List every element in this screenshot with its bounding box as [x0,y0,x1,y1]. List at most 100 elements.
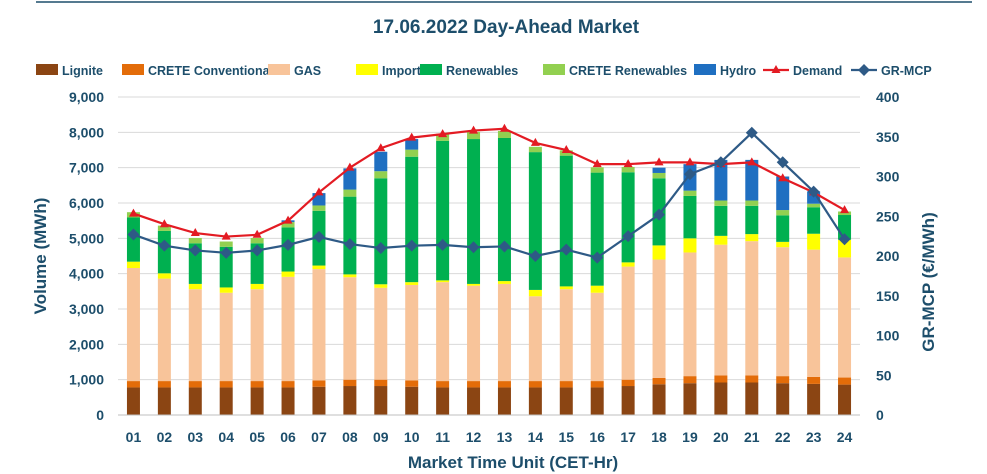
x-tick-label: 12 [466,429,482,445]
bar-crete-conventional [374,379,388,387]
demand-point [407,132,417,141]
bar-crete-conventional [312,380,326,387]
bar-renewables [745,205,759,235]
demand-point [252,229,262,238]
bar-lignite [745,382,759,415]
bar-crete-renewables [745,200,759,206]
bar-gas [467,285,481,382]
legend-label-renewables: Renewables [446,64,518,78]
bar-lignite [621,386,635,415]
bar-renewables [590,172,604,286]
bar-crete-conventional [683,376,697,384]
bar-crete-renewables [405,149,419,157]
bar-crete-conventional [188,381,202,388]
bar-imports [590,285,604,293]
gr-mcp-point [251,244,264,257]
bar-lignite [652,384,666,415]
bar-crete-renewables [621,166,635,173]
y2-tick-label: 100 [876,328,900,344]
bar-imports [714,235,728,245]
bar-renewables [467,139,481,284]
bar-hydro [652,167,666,173]
bar-imports [745,234,759,242]
bar-crete-conventional [157,381,171,388]
legend-marker-demand [771,65,781,73]
legend-label-gr-mcp: GR-MCP [881,64,932,78]
bar-renewables [621,172,635,263]
legend-label-imports: Imports [382,64,428,78]
demand-point [469,125,479,134]
bar-imports [683,238,697,253]
y2-tick-label: 250 [876,208,900,224]
bar-crete-renewables [590,167,604,173]
bar-gas [683,252,697,377]
y2-tick-label: 350 [876,129,900,145]
demand-point [376,143,386,152]
bar-imports [621,262,635,267]
axes: 0 1,000 2,000 3,000 4,000 5,000 6,000 7,000 8,00… [69,89,900,445]
demand-point [438,129,448,138]
demand-point [190,228,200,237]
gr-mcp-point [807,185,820,198]
bar-crete-conventional [405,380,419,387]
legend-label-crete-renewables: CRETE Renewables [569,64,687,78]
bar-renewables [219,246,233,288]
bar-lignite [405,386,419,415]
bar-crete-renewables [188,237,202,244]
legend-marker-gr-mcp [858,64,870,76]
legend-swatch-lignite [36,64,58,75]
x-tick-label: 04 [218,429,234,445]
gr-mcp-point [622,230,635,243]
gr-mcp-point [560,243,573,256]
x-tick-label: 09 [373,429,389,445]
bar-renewables [436,140,450,281]
bar-crete-conventional [745,375,759,383]
bar-crete-conventional [281,381,295,388]
x-tick-label: 22 [775,429,791,445]
x-tick-label: 10 [404,429,420,445]
bar-gas [590,292,604,382]
bar-renewables [188,243,202,284]
bar-imports [559,286,573,290]
bar-hydro [343,168,357,190]
bar-lignite [343,386,357,415]
bar-gas [776,247,790,377]
x-axis-label: Market Time Unit (CET-Hr) [408,453,618,472]
gr-mcp-point [683,168,696,181]
bar-crete-renewables [157,225,171,231]
bar-crete-conventional [126,381,140,388]
bar-imports [374,284,388,288]
bar-gas [281,276,295,382]
lines [127,123,851,264]
gr-mcp-point [282,238,295,251]
bar-renewables [250,243,264,284]
bar-renewables [497,137,511,282]
legend-label-crete-conventional: CRETE Conventional [148,64,273,78]
bar-renewables [714,205,728,236]
bar-lignite [281,387,295,415]
bar-crete-conventional [652,377,666,385]
y-axis-label: Volume (MWh) [31,198,50,315]
gridlines [118,96,860,381]
bar-gas [343,277,357,380]
bar-gas [405,284,419,381]
bar-hydro [714,159,728,201]
bar-gas [621,266,635,380]
gr-mcp-point [653,208,666,221]
bar-crete-conventional [776,376,790,384]
bar-gas [312,269,326,381]
demand-point [778,173,788,182]
x-tick-label: 18 [651,429,667,445]
x-tick-label: 21 [744,429,760,445]
y-tick-label: 9,000 [69,89,104,105]
bar-renewables [528,152,542,290]
bar-hydro [374,151,388,172]
x-tick-label: 06 [280,429,296,445]
bar-gas [807,249,821,377]
bar-crete-conventional [467,381,481,388]
bar-gas [250,289,264,382]
bar-imports [250,283,264,290]
x-tick-label: 19 [682,429,698,445]
bar-imports [497,281,511,284]
